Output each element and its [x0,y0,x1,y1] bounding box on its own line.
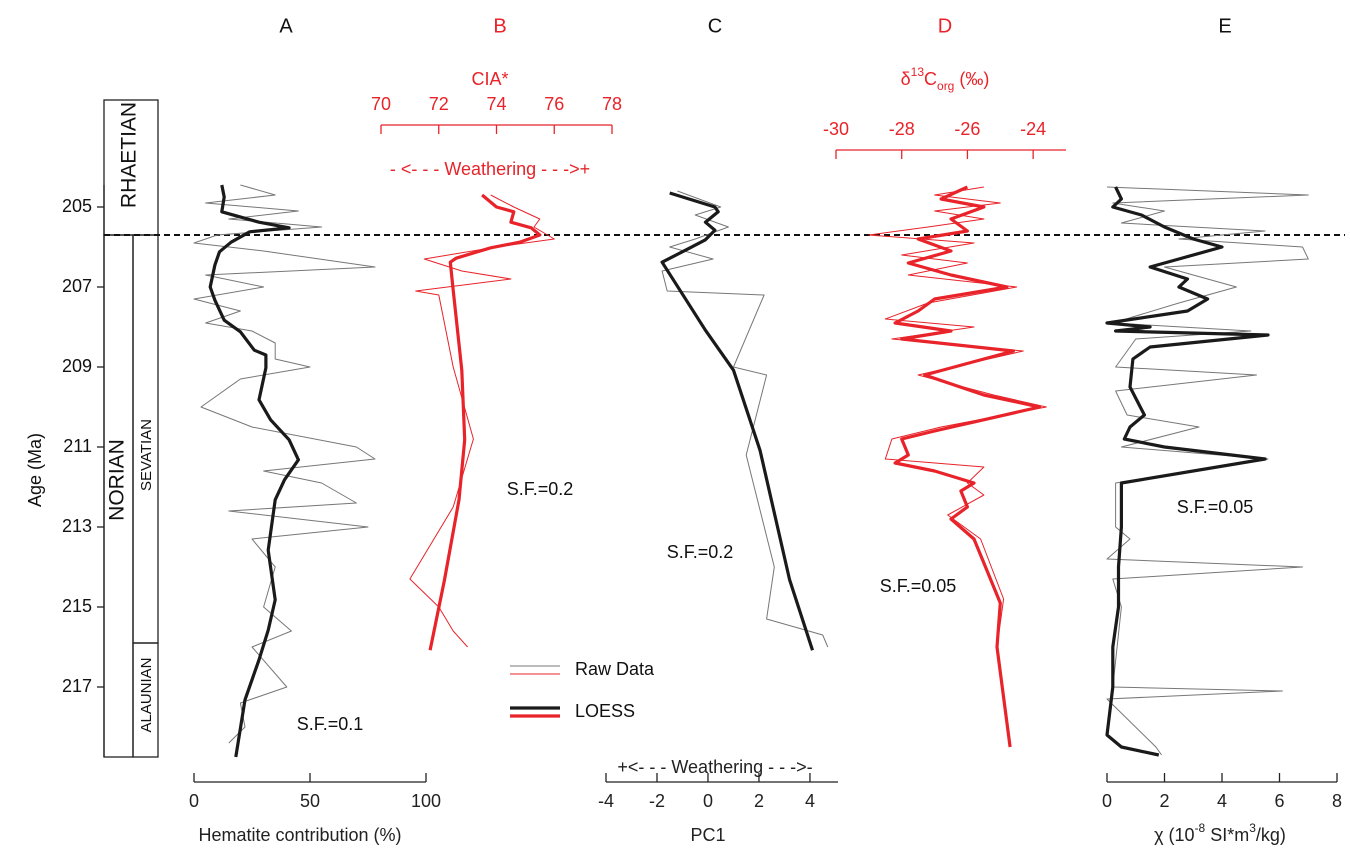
y-tick-label: 211 [63,436,92,456]
x-tick-label: 0 [1102,791,1112,811]
x-tick-label: -30 [823,119,849,139]
x-axis-label-part: /kg) [1256,825,1286,845]
stage-label: RHAETIAN [118,102,141,208]
series-line [428,193,542,651]
series-line [193,184,376,744]
x-axis-label-part: -8 [1195,821,1206,835]
x-axis-label-part: Hematite contribution (%) [198,825,401,845]
y-tick-label: 205 [62,196,92,216]
x-tick-label: 6 [1274,791,1284,811]
x-tick-label: -28 [889,119,915,139]
x-tick-label: -24 [1020,119,1046,139]
x-tick-label: 0 [189,791,199,811]
x-tick-label: 2 [754,791,764,811]
panel-title: C [708,15,722,37]
x-axis-label: CIA* [471,69,508,89]
x-axis-label-part: PC1 [690,825,725,845]
x-tick-label: 70 [371,94,391,114]
x-tick-label: 78 [602,94,622,114]
x-axis-label-part: δ [901,69,911,89]
series-line [1106,186,1309,756]
x-tick-label: 50 [300,791,320,811]
x-axis-label: Hematite contribution (%) [198,825,401,845]
x-tick-label: 0 [703,791,713,811]
legend-label: LOESS [575,701,635,721]
y-tick-label: 217 [62,676,92,696]
substage-label: SEVATIAN [138,419,155,491]
x-tick-label: 2 [1159,791,1169,811]
series-line [1105,186,1270,757]
series-line [409,194,555,648]
x-tick-label: -4 [598,791,614,811]
y-tick-label: 207 [62,276,92,296]
x-tick-label: 8 [1332,791,1342,811]
x-axis-label: PC1 [690,825,725,845]
x-tick-label: 100 [411,791,441,811]
series-line [661,190,829,648]
x-tick-label: -2 [649,791,665,811]
series-line [660,191,815,651]
x-tick-label: 4 [1217,791,1227,811]
x-axis-label-part: 3 [1249,821,1256,835]
x-axis-label-part: 13 [911,65,925,79]
x-tick-label: 76 [544,94,564,114]
series-line [893,185,1042,748]
panel-title: D [938,15,952,37]
x-tick-label: 74 [486,94,506,114]
annotation: S.F.=0.05 [880,576,957,596]
axis-annotation: - <- - - Weathering - - ->+ [390,159,590,179]
x-axis-label: χ (10-8 SI*m3/kg) [1154,821,1286,845]
stage-label: NORIAN [106,439,129,521]
substage-box [132,642,159,758]
substage-label: ALAUNIAN [138,657,155,732]
x-axis-label-part: SI*m [1205,825,1249,845]
legend-label: Raw Data [575,659,655,679]
panel-title: E [1218,15,1231,37]
x-tick-label: 72 [429,94,449,114]
x-axis-label-part: CIA* [471,69,508,89]
y-tick-label: 209 [62,356,92,376]
annotation: S.F.=0.05 [1177,497,1254,517]
series-line [208,184,300,758]
axis-annotation: +<- - - Weathering - - ->- [617,757,812,777]
annotation: S.F.=0.1 [297,714,364,734]
x-axis-label: δ13Corg (‰) [901,65,990,93]
x-tick-label: -26 [954,119,980,139]
annotation: S.F.=0.2 [507,479,574,499]
panel-title: A [279,15,293,37]
x-axis-label-part: C [924,69,937,89]
x-tick-label: 4 [805,791,815,811]
x-axis-label-part: (‰) [954,69,989,89]
x-axis-label-part: χ (10 [1154,825,1194,845]
y-tick-label: 215 [62,596,92,616]
x-axis-label-part: org [937,79,954,93]
annotation: S.F.=0.2 [667,542,734,562]
panel-title: B [493,15,506,37]
y-axis-label: Age (Ma) [25,433,45,507]
y-tick-label: 213 [62,516,92,536]
series-line [868,186,1047,748]
